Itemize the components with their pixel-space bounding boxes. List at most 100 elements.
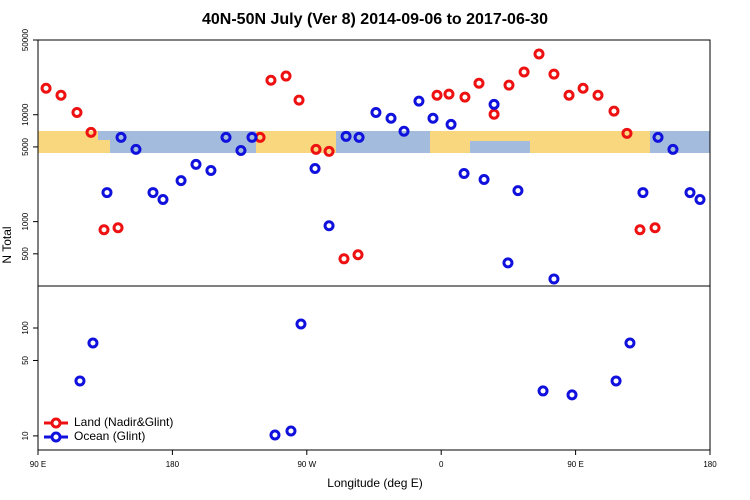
map-band: [38, 131, 710, 153]
land-strip: [530, 131, 650, 153]
data-point: [293, 94, 305, 106]
y-tick-label: 100: [21, 321, 30, 335]
plot-frame: [37, 39, 711, 451]
y-tick-label: 10000: [21, 103, 30, 126]
data-point: [98, 224, 110, 236]
data-point: [130, 143, 142, 155]
data-point: [85, 126, 97, 138]
land-strip: [38, 131, 98, 153]
land-strip: [470, 131, 530, 141]
data-point: [478, 173, 490, 185]
data-point: [323, 145, 335, 157]
data-point: [310, 143, 322, 155]
data-point: [295, 318, 307, 330]
y-tick-label: 5000: [21, 137, 30, 155]
data-point: [269, 429, 281, 441]
data-point: [338, 253, 350, 265]
data-point: [473, 77, 485, 89]
y-axis-label: N Total: [0, 226, 14, 263]
data-point: [637, 187, 649, 199]
data-point: [71, 106, 83, 118]
data-point: [624, 337, 636, 349]
data-point: [74, 375, 86, 387]
data-point: [280, 70, 292, 82]
chart-title: 40N-50N July (Ver 8) 2014-09-06 to 2017-…: [202, 11, 548, 28]
data-point: [563, 89, 575, 101]
data-point: [431, 89, 443, 101]
data-point: [684, 187, 696, 199]
land-strip: [98, 140, 110, 153]
x-tick-label: 180: [703, 460, 717, 469]
x-tick-label: 180: [166, 460, 180, 469]
data-point: [443, 88, 455, 100]
data-point: [427, 112, 439, 124]
data-point: [592, 89, 604, 101]
data-point: [634, 224, 646, 236]
legend-label: Ocean (Glint): [74, 429, 145, 443]
data-point: [608, 105, 620, 117]
data-point: [385, 112, 397, 124]
data-point: [458, 167, 470, 179]
data-point: [205, 164, 217, 176]
data-point: [220, 131, 232, 143]
x-tick-label: 90 W: [297, 460, 316, 469]
data-point: [246, 131, 258, 143]
data-point: [610, 375, 622, 387]
data-point: [235, 144, 247, 156]
data-point: [667, 143, 679, 155]
data-point: [488, 108, 500, 120]
data-point: [265, 74, 277, 86]
data-point: [445, 118, 457, 130]
x-tick-label: 0: [439, 460, 444, 469]
data-point: [652, 131, 664, 143]
data-point: [147, 187, 159, 199]
data-point: [352, 249, 364, 261]
data-point: [649, 222, 661, 234]
legend-marker: [50, 417, 62, 429]
data-point: [323, 220, 335, 232]
land-strip: [430, 131, 470, 153]
data-point: [309, 163, 321, 175]
legend-label: Land (Nadir&Glint): [74, 415, 173, 429]
data-point: [370, 106, 382, 118]
data-point: [488, 98, 500, 110]
data-point: [55, 89, 67, 101]
y-tick-label: 1000: [21, 212, 30, 230]
data-point: [190, 158, 202, 170]
data-point: [87, 337, 99, 349]
y-tick-label: 500: [21, 247, 30, 261]
data-point: [285, 425, 297, 437]
legend-marker: [50, 431, 62, 443]
data-point: [518, 66, 530, 78]
y-tick-label: 10: [21, 431, 30, 440]
data-point: [694, 194, 706, 206]
data-point: [537, 385, 549, 397]
land-strip: [256, 131, 336, 153]
y-tick-label: 50: [21, 355, 30, 364]
data-point: [40, 82, 52, 94]
x-tick-label: 90 E: [30, 460, 46, 469]
data-point: [548, 273, 560, 285]
x-axis-label: Longitude (deg E): [327, 476, 422, 490]
data-point: [577, 82, 589, 94]
data-point: [413, 95, 425, 107]
data-point: [112, 222, 124, 234]
y-tick-label: 50000: [21, 28, 30, 51]
data-point: [512, 185, 524, 197]
data-point: [566, 389, 578, 401]
data-point: [157, 194, 169, 206]
x-tick-label: 90 E: [567, 460, 583, 469]
data-point: [548, 68, 560, 80]
data-point: [502, 257, 514, 269]
data-point: [533, 48, 545, 60]
data-point: [101, 187, 113, 199]
data-point: [503, 79, 515, 91]
data-point: [115, 131, 127, 143]
data-point: [398, 125, 410, 137]
data-point: [621, 127, 633, 139]
data-point: [459, 91, 471, 103]
data-point: [175, 175, 187, 187]
data-point: [353, 131, 365, 143]
